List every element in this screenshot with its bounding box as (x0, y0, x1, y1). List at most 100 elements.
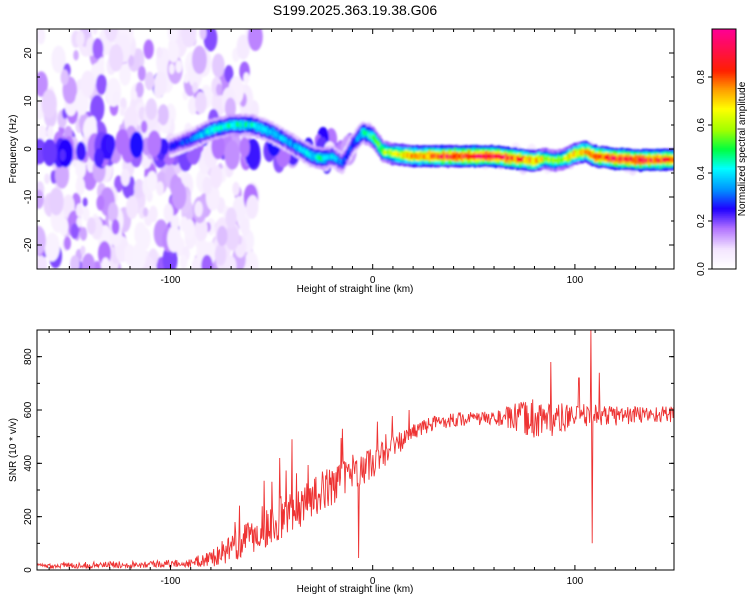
colorbar-strip (712, 173, 736, 176)
spectrogram-noise-cell (75, 158, 87, 179)
spectrogram-ridge-cell (305, 150, 308, 155)
spectrogram-ridge-cell (619, 156, 623, 162)
spectrogram-ridge-cell (286, 140, 290, 146)
spectrogram-ridge-cell (383, 150, 386, 155)
spectrogram-noise-cell (167, 29, 179, 43)
spectrogram-ridge-cell (489, 154, 492, 159)
spectrogram-noise-cell (123, 106, 139, 134)
spectrogram-noise-cell (90, 94, 105, 123)
spectrogram-ridge-cell (407, 152, 410, 158)
colorbar-label: Normalized spectral amplitude (737, 81, 748, 216)
spectrogram-ridge-cell (568, 153, 572, 159)
spectrogram-ridge-cell (644, 157, 648, 163)
spectrogram-ridge-cell (562, 156, 566, 161)
spectrogram-noise-cell (105, 135, 116, 154)
spectrogram-ridge-cell (408, 152, 412, 158)
colorbar-strip (712, 263, 736, 266)
colorbar-strip (712, 243, 736, 246)
spectrogram-ridge-cell (589, 152, 593, 158)
spectrogram-noise-cell (42, 138, 57, 167)
spectrogram-ridge-cell (591, 153, 594, 159)
colorbar-strip (712, 181, 736, 184)
spectrogram-ridge-cell (465, 153, 468, 159)
colorbar-strip (712, 31, 736, 34)
spectrogram-ridge-cell (615, 157, 618, 162)
spectrogram-ridge-cell (295, 144, 299, 150)
colorbar-tick-label: 0.8 (696, 70, 707, 84)
spectrogram-ridge-cell (483, 154, 487, 160)
spectrogram-ridge-cell (353, 138, 357, 144)
colorbar-strip (712, 145, 736, 148)
spectrogram-noise-cell (54, 161, 70, 189)
spectrogram-noise-cell (79, 227, 88, 241)
spectrogram-ridge-cell (581, 149, 584, 155)
spectrogram-ridge-cell (496, 153, 500, 159)
spectrogram-ridge-cell (484, 153, 488, 159)
spectrogram-noise-cell (224, 140, 241, 170)
spectrogram-ridge-cell (537, 157, 541, 163)
spectrogram-ridge-cell (275, 132, 279, 138)
spectrogram-ridge-cell (266, 128, 270, 134)
colorbar-strip (712, 105, 736, 108)
spectrogram-noise-cell (37, 225, 46, 255)
spectrogram-ridge-cell (191, 135, 195, 141)
snr-xtick-label: -100 (160, 576, 180, 587)
spectrogram-ridge-cell (232, 122, 236, 128)
spectrogram-ridge-cell (661, 157, 665, 163)
spectrogram-noise-cell (247, 29, 263, 52)
spectrogram-noise-cell (37, 189, 44, 209)
colorbar-strip (712, 211, 736, 214)
colorbar-strip (712, 33, 736, 36)
spectrogram-ridge-cell (433, 153, 437, 159)
spectrogram-ridge-cell (214, 126, 218, 132)
colorbar-strip (712, 259, 736, 262)
spectrogram-ridge-cell (634, 157, 638, 163)
spectrogram-noise-cell (131, 242, 147, 269)
spectrogram-xtick-label: 100 (567, 275, 584, 286)
spectrogram-ridge-cell (605, 154, 609, 160)
spectrogram-ridge-cell (363, 130, 366, 136)
spectrogram-noise-cell (126, 195, 139, 220)
spectrogram-ridge-cell (450, 153, 454, 159)
spectrogram-ridge-cell (349, 145, 352, 151)
spectrogram-ridge-cell (221, 124, 225, 130)
spectrogram-ridge-cell (356, 136, 359, 142)
colorbar-gradient (712, 29, 736, 270)
colorbar-strip (712, 251, 736, 254)
spectrogram-ridge-cell (211, 127, 215, 132)
spectrogram-ridge-cell (249, 122, 253, 128)
colorbar-frame (711, 28, 737, 270)
colorbar-strip (712, 147, 736, 150)
spectrogram-y-label: Frequency (Hz) (8, 115, 19, 184)
colorbar-strip (712, 55, 736, 58)
spectrogram-ridge-cell (419, 153, 423, 159)
spectrogram-ridge-cell (370, 133, 374, 139)
spectrogram-ridge-cell (240, 122, 243, 128)
spectrogram-ridge-cell (550, 157, 553, 163)
spectrogram-ridge-cell (333, 155, 337, 161)
spectrogram-ridge-cell (431, 153, 434, 159)
spectrogram-ridge-cell (415, 154, 419, 160)
colorbar-strip (712, 117, 736, 120)
colorbar-strip (712, 197, 736, 200)
spectrogram-noise-cell (146, 170, 158, 192)
spectrogram-ridge-cell (300, 148, 304, 153)
colorbar-strip (712, 153, 736, 156)
spectrogram-ridge-cell (654, 157, 658, 163)
spectrogram-ridge-cell (374, 138, 378, 144)
spectrogram-noise-cell (111, 219, 120, 235)
spectrogram-ridge-cell (567, 153, 570, 159)
spectrogram-ridge-cell (460, 154, 464, 159)
colorbar-strip (712, 107, 736, 110)
spectrogram-x-label: Height of straight line (km) (297, 284, 414, 295)
spectrogram-noise-cell (96, 74, 107, 95)
spectrogram-ridge-cell (533, 158, 536, 164)
spectrogram-ridge-cell (509, 155, 512, 161)
spectrogram-ridge-cell (506, 155, 509, 161)
spectrogram-ridge-cell (261, 126, 265, 132)
spectrogram-ridge-cell (499, 154, 502, 160)
colorbar-strip (712, 113, 736, 116)
colorbar-strip (712, 129, 736, 132)
colorbar-strip (712, 239, 736, 242)
spectrogram-ridge-cell (521, 156, 525, 162)
